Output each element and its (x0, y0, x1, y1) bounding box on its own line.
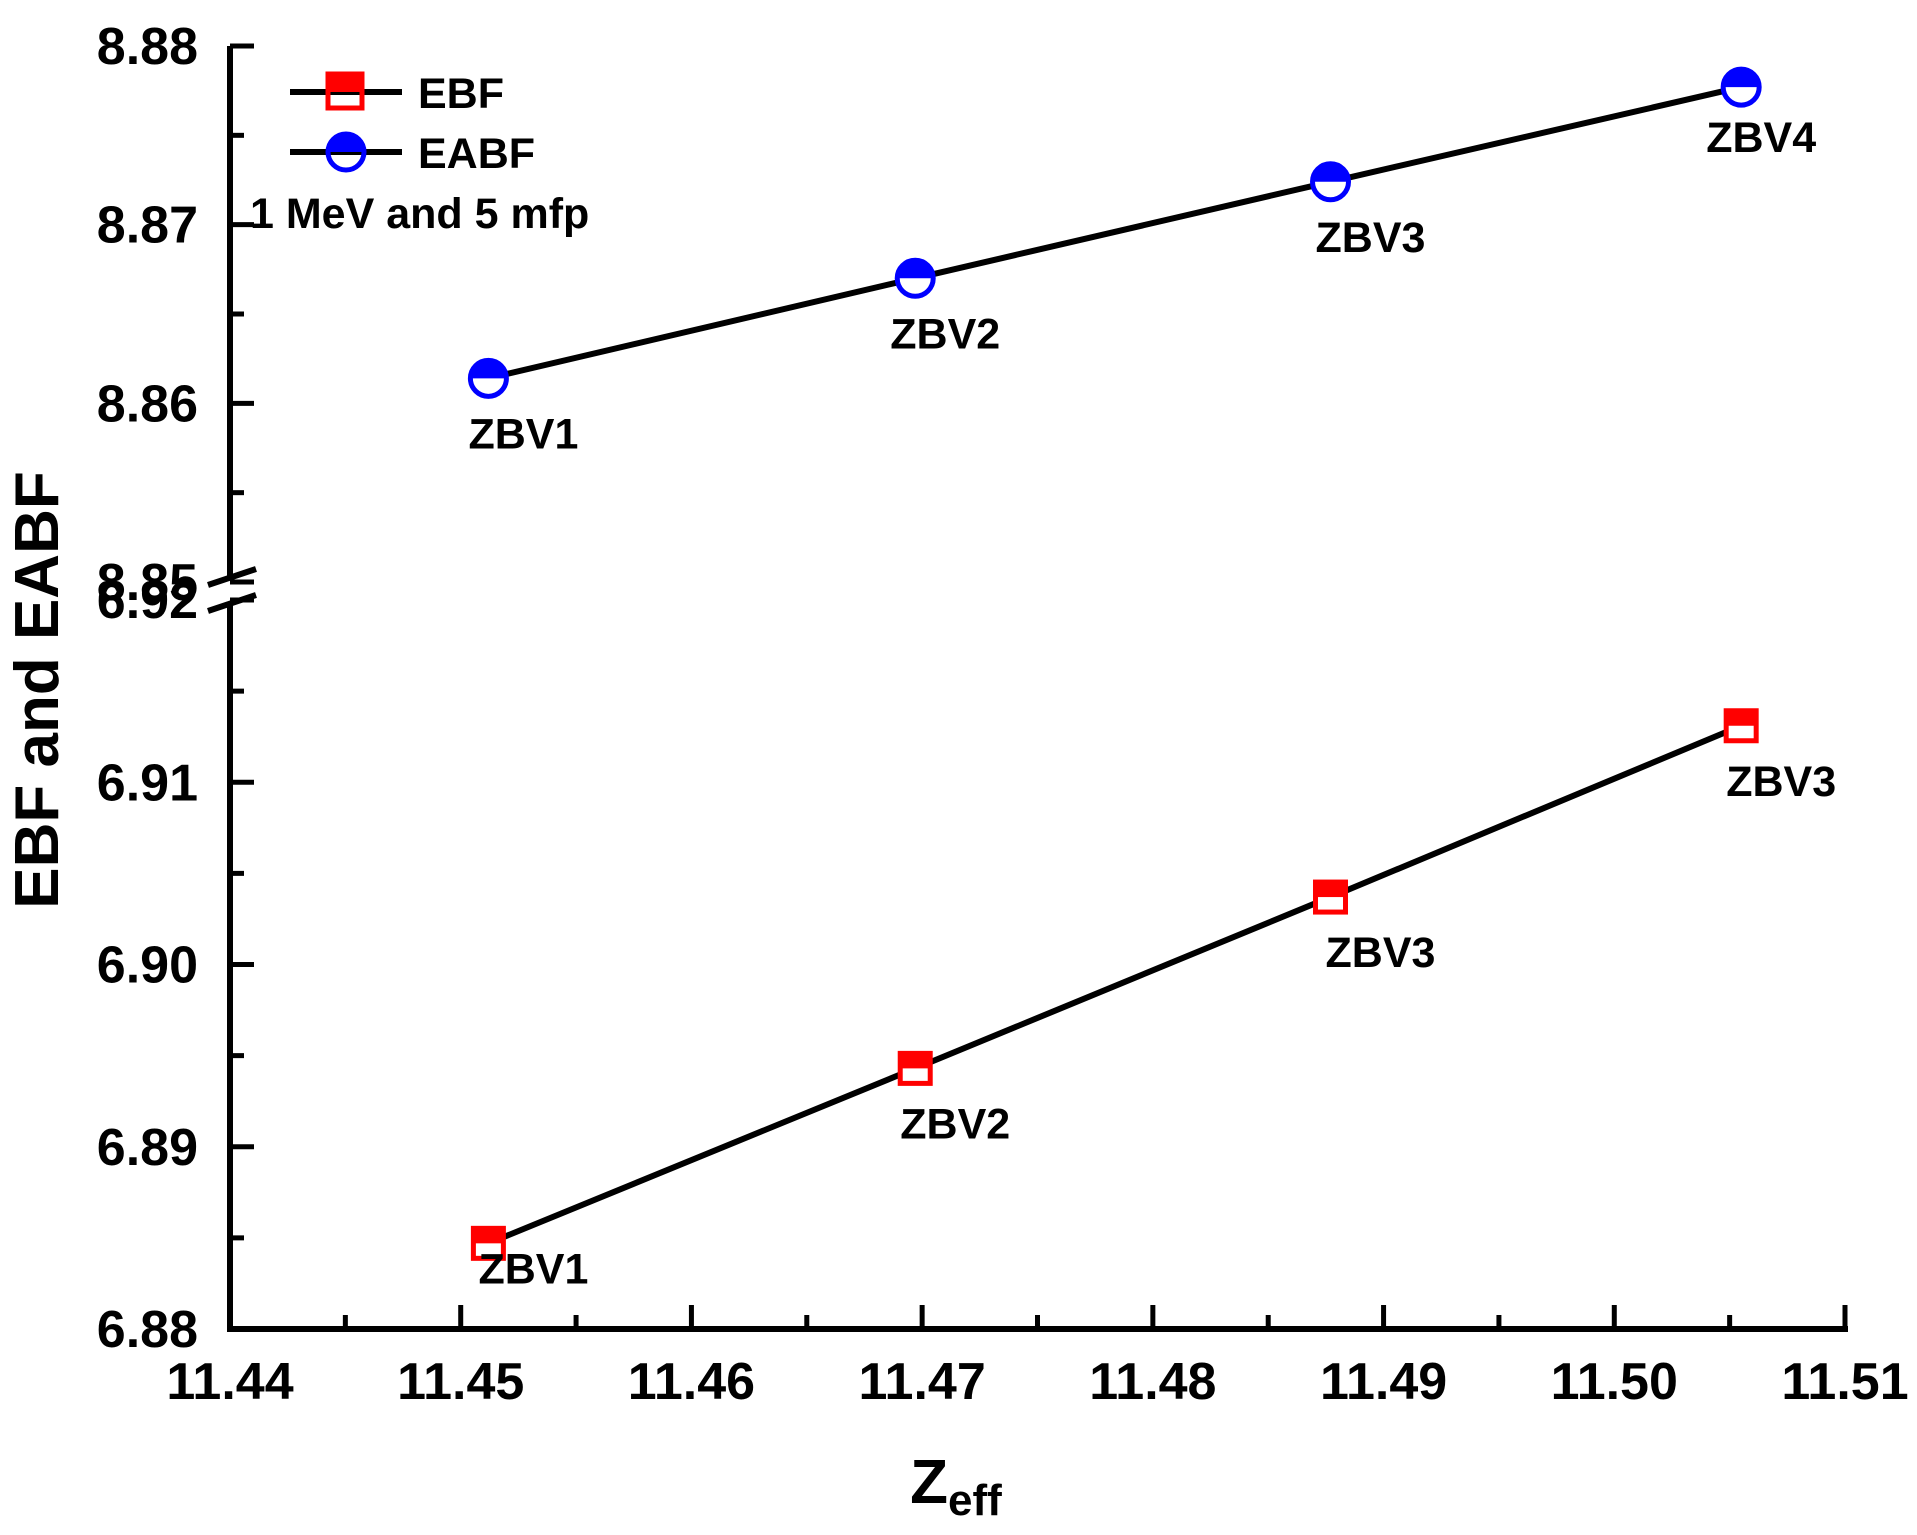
point-label-eabf: ZBV1 (468, 410, 578, 458)
x-tick-label: 11.50 (1551, 1353, 1678, 1411)
axis-break-mark (207, 592, 257, 614)
data-point-eabf (467, 357, 509, 399)
series-line-eabf (487, 84, 1742, 382)
series-line-ebf (487, 722, 1743, 1247)
x-tick-label: 11.49 (1320, 1353, 1447, 1411)
y-lower-tick-label: 6.92 (97, 572, 198, 630)
ticks-layer (227, 43, 1848, 1332)
axes-layer (207, 46, 1848, 1332)
x-tick-label: 11.44 (166, 1353, 293, 1411)
y-lower-tick-label: 6.89 (97, 1119, 198, 1177)
data-point-ebf (470, 1225, 506, 1261)
x-tick-label: 11.48 (1089, 1353, 1216, 1411)
x-axis-title: Zeff (910, 1448, 1002, 1525)
y-axis-title: EBF and EABF (3, 471, 72, 908)
x-axis-title-sub: eff (948, 1476, 1002, 1525)
legend-ebf-label: EBF (418, 70, 504, 118)
legend-eabf-marker-outline (325, 131, 367, 173)
x-tick-label: 11.46 (628, 1353, 755, 1411)
legend: EBF EABF (290, 70, 535, 178)
x-tick-label: 11.51 (1781, 1353, 1908, 1411)
data-point-ebf (1313, 879, 1349, 915)
data-point-eabf (894, 257, 936, 299)
point-label-ebf: ZBV2 (900, 1100, 1010, 1148)
data-point-eabf (1720, 66, 1762, 108)
data-point-eabf (1310, 161, 1352, 203)
y-lower-tick-label: 6.88 (97, 1301, 198, 1359)
y-upper-tick-label: 8.88 (97, 18, 198, 76)
lines-layer (487, 84, 1743, 1247)
y-upper-tick-label: 8.86 (97, 375, 198, 433)
x-axis-title-main: Z (910, 1448, 948, 1517)
point-label-ebf: ZBV3 (1326, 929, 1436, 977)
point-label-ebf: ZBV3 (1726, 758, 1836, 806)
point-label-ebf: ZBV1 (478, 1245, 588, 1293)
markers-layer (467, 66, 1762, 1261)
axis-break-mark (207, 566, 257, 588)
legend-ebf-marker-top (328, 74, 362, 92)
data-point-ebf (1723, 708, 1759, 744)
point-label-eabf: ZBV4 (1706, 114, 1816, 162)
x-tick-label: 11.47 (859, 1353, 986, 1411)
y-upper-tick-label: 8.87 (97, 197, 198, 255)
point-label-eabf: ZBV2 (890, 310, 1000, 358)
annotation-text: 1 MeV and 5 mfp (250, 190, 589, 238)
legend-eabf-label: EABF (418, 130, 535, 178)
y-lower-tick-label: 6.91 (97, 754, 198, 812)
data-point-ebf (897, 1050, 933, 1086)
y-lower-tick-label: 6.90 (97, 937, 198, 995)
x-tick-label: 11.45 (397, 1353, 524, 1411)
y-upper-tick-label: 8.85 (97, 554, 198, 612)
legend-ebf-marker-outline (325, 71, 365, 111)
labels-layer: 11.44 11.45 11.46 11.47 11.48 11.49 11.50 11.51… (97, 18, 1909, 1411)
point-label-eabf: ZBV3 (1316, 214, 1426, 262)
